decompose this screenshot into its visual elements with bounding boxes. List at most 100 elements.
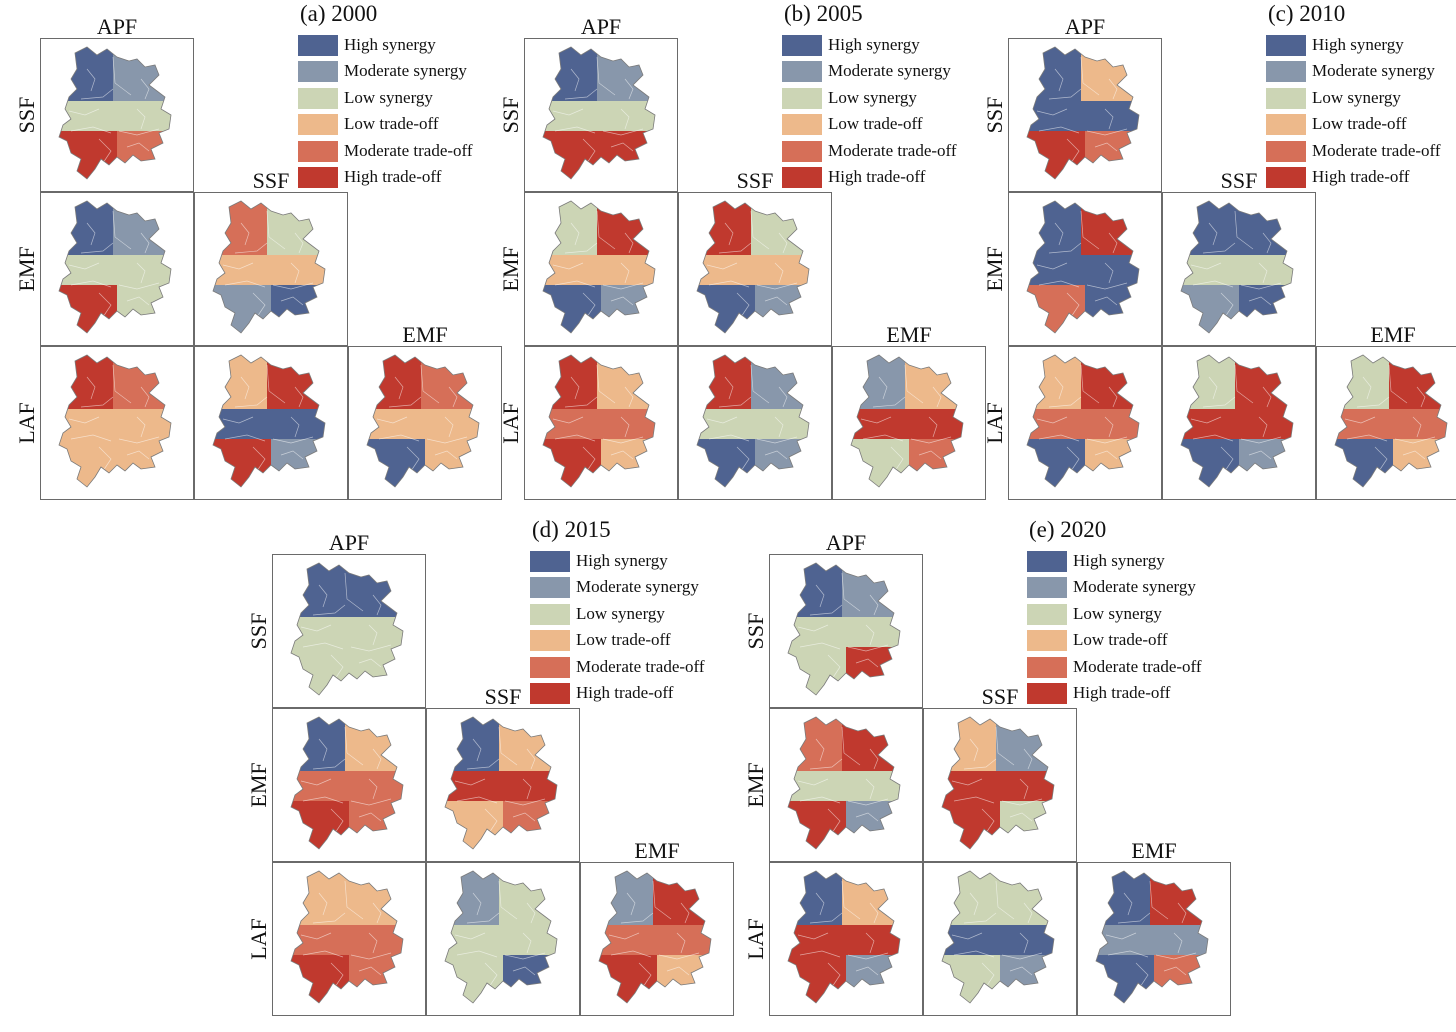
row-label: EMF [743,762,768,808]
zone-southwest [788,955,846,1003]
county-boundary [1023,902,1033,924]
county-boundary [1019,778,1029,800]
zone-southwest [291,647,349,695]
zone-northeast [1235,201,1293,255]
legend-label: High trade-off [1073,682,1171,702]
county-boundary [756,282,798,290]
region-map [542,200,656,334]
zone-center [445,771,557,801]
legend-label: Moderate synergy [1073,577,1196,597]
county-boundary [330,808,344,834]
legend-item: Moderate synergy [298,58,498,84]
county-boundary [330,962,344,988]
legend-label: Low synergy [576,603,665,623]
map-cell-emf-ssf [426,708,580,862]
county-boundary [799,950,841,958]
county-boundary [799,642,841,650]
panel-2: (b) 2005 High synergy Moderate synergy Low … [498,2,986,514]
zone-northwest [1181,201,1235,255]
zone-center [942,771,1054,801]
zone-southeast [503,801,557,849]
county-boundary [358,658,382,668]
legend-item: High synergy [298,32,498,58]
county-boundary [1066,138,1080,164]
county-boundary [68,108,100,116]
region-map [598,870,712,1004]
county-boundary [963,758,997,770]
region-outline [696,354,810,488]
map-cell-laf-emf [1316,346,1456,500]
zone-northwest [59,201,113,255]
region-map [787,562,901,696]
zone-center [788,617,900,647]
legend-label: High synergy [828,35,920,54]
legend-item: Low trade-off [298,111,498,137]
region-map [58,354,172,488]
legend-item: High synergy [782,32,982,58]
zone-northeast [421,355,479,409]
legend-swatch [1027,630,1067,652]
county-boundary [1234,364,1254,404]
legend-label: Low synergy [344,87,433,107]
county-boundary [368,778,378,800]
region-outline [366,354,480,488]
county-boundary [512,966,536,976]
county-boundary [620,912,654,924]
panel-5: (e) 2020 High synergy Moderate synergy Low … [743,518,1231,1030]
legend-swatch [298,35,338,56]
zone-center [291,771,403,801]
county-boundary [1192,434,1234,442]
region-map [290,870,404,1004]
county-boundary [118,436,160,444]
county-boundary [995,726,1015,766]
county-boundary [564,396,598,408]
zone-northwest [1181,355,1235,409]
region-map [787,716,901,850]
region-map [941,716,1055,850]
county-boundary [872,396,906,408]
region-outline [850,354,964,488]
legend-label: Moderate trade-off [828,140,957,160]
zone-southeast [503,955,557,1003]
zone-southeast [117,131,171,179]
county-boundary [222,416,254,424]
zone-southwest [1335,439,1393,487]
legend-item: High synergy [1027,548,1227,574]
county-boundary [750,364,770,404]
county-boundary [1173,932,1183,954]
region-outline [787,562,901,696]
region-outline [787,870,901,1004]
legend-label: Moderate trade-off [1312,140,1441,160]
county-boundary [472,738,482,762]
zone-center [291,925,403,955]
zone-northwest [697,201,751,255]
county-boundary [1094,296,1118,306]
legend-item: Moderate synergy [1266,58,1456,84]
zone-southwest [291,801,349,849]
county-boundary [136,416,146,438]
legend-label: Low trade-off [1073,630,1168,650]
zone-southeast [117,439,171,487]
zone-southwest [445,955,503,1003]
legend-item: Moderate synergy [530,574,730,600]
zone-northwest [367,355,421,409]
county-boundary [1036,108,1068,116]
region-outline [542,354,656,488]
county-boundary [736,292,750,318]
county-boundary [764,450,788,460]
county-boundary [869,594,879,616]
zone-southeast [425,439,479,487]
county-boundary [750,210,770,250]
row-label: EMF [982,246,1007,292]
county-boundary [312,758,346,770]
map-cell-laf-ssf [194,346,348,500]
county-boundary [300,932,332,940]
county-boundary [841,572,861,612]
county-boundary [1038,434,1080,442]
column-label: SSF [484,684,522,709]
county-boundary [1023,748,1033,770]
county-boundary [70,280,112,288]
county-boundary [454,932,486,940]
county-boundary [512,812,536,822]
county-boundary [300,778,332,786]
